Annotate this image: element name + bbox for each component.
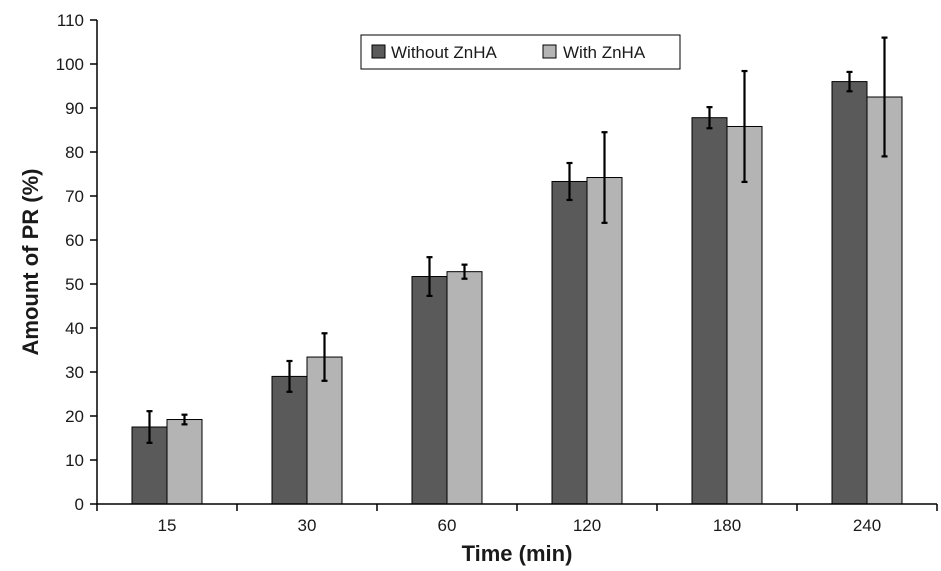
y-tick-label: 20: [65, 407, 84, 426]
bars-layer: [131, 81, 903, 505]
bar-with-znha: [866, 96, 903, 505]
y-tick-label: 0: [75, 495, 84, 514]
bar-without-znha: [411, 276, 448, 505]
y-tick-label: 80: [65, 143, 84, 162]
legend: Without ZnHA With ZnHA: [360, 34, 681, 70]
legend-swatch-with-znha: [542, 44, 557, 59]
legend-swatch-without-znha: [371, 44, 386, 59]
y-tick-label: 60: [65, 231, 84, 250]
bar-with-znha: [166, 419, 203, 505]
bar-with-znha: [446, 271, 483, 505]
x-tick-label: 180: [713, 516, 741, 535]
legend-box: [360, 34, 681, 70]
x-ticks: 15 30 60 120 180 240: [96, 504, 938, 535]
y-ticks: 0 10 20 30 40 50 60 70 80 90 100 110: [56, 11, 97, 514]
x-tick-label: 240: [853, 516, 881, 535]
bar-without-znha: [271, 375, 308, 505]
y-tick-label: 90: [65, 99, 84, 118]
bar-without-znha: [551, 180, 588, 505]
bar-with-znha: [726, 125, 763, 505]
legend-label-without-znha: Without ZnHA: [391, 43, 497, 62]
y-tick-label: 50: [65, 275, 84, 294]
bar-with-znha: [586, 177, 623, 505]
legend-label-with-znha: With ZnHA: [563, 43, 646, 62]
x-tick-label: 15: [158, 516, 177, 535]
x-tick-label: 30: [298, 516, 317, 535]
y-tick-label: 70: [65, 187, 84, 206]
y-tick-label: 110: [57, 11, 84, 30]
y-tick-label: 40: [65, 319, 84, 338]
bar-without-znha: [691, 117, 728, 505]
y-tick-label: 10: [65, 451, 84, 470]
bar-without-znha: [831, 81, 868, 505]
x-tick-label: 120: [573, 516, 601, 535]
y-tick-label: 100: [56, 55, 84, 74]
x-axis-title: Time (min): [462, 541, 573, 566]
y-axis-title: Amount of PR (%): [18, 169, 43, 356]
error-bars-layer: [146, 36, 888, 444]
x-tick-label: 60: [438, 516, 457, 535]
axes-layer: [96, 20, 937, 505]
y-tick-label: 30: [65, 363, 84, 382]
